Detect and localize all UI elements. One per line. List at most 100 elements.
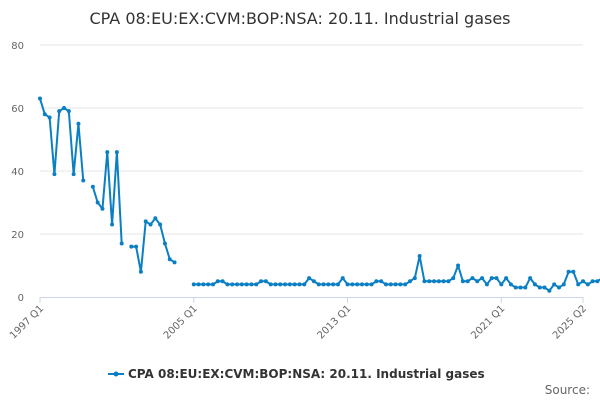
- data-point[interactable]: [225, 282, 230, 287]
- data-point[interactable]: [446, 279, 451, 284]
- data-point[interactable]: [172, 260, 177, 265]
- data-point[interactable]: [153, 216, 158, 221]
- data-point[interactable]: [412, 276, 417, 281]
- data-point[interactable]: [302, 282, 307, 287]
- data-point[interactable]: [518, 285, 523, 290]
- data-point[interactable]: [513, 285, 518, 290]
- data-point[interactable]: [220, 279, 225, 284]
- data-point[interactable]: [504, 276, 509, 281]
- data-point[interactable]: [105, 150, 110, 155]
- data-point[interactable]: [239, 282, 244, 287]
- data-point[interactable]: [201, 282, 206, 287]
- data-point[interactable]: [254, 282, 259, 287]
- data-point[interactable]: [66, 109, 71, 114]
- data-point[interactable]: [364, 282, 369, 287]
- data-point[interactable]: [95, 200, 100, 205]
- data-point[interactable]: [143, 219, 148, 224]
- data-point[interactable]: [523, 285, 528, 290]
- data-point[interactable]: [432, 279, 437, 284]
- data-point[interactable]: [191, 282, 196, 287]
- data-point[interactable]: [451, 276, 456, 281]
- data-point[interactable]: [581, 279, 585, 284]
- data-point[interactable]: [52, 172, 57, 177]
- data-point[interactable]: [38, 96, 42, 101]
- data-point[interactable]: [196, 282, 201, 287]
- data-point[interactable]: [465, 279, 470, 284]
- data-point[interactable]: [76, 121, 81, 126]
- data-point[interactable]: [321, 282, 326, 287]
- data-point[interactable]: [595, 279, 600, 284]
- data-point[interactable]: [532, 282, 537, 287]
- data-point[interactable]: [470, 276, 475, 281]
- data-point[interactable]: [307, 276, 312, 281]
- data-point[interactable]: [235, 282, 240, 287]
- data-point[interactable]: [456, 263, 461, 268]
- data-point[interactable]: [42, 112, 47, 117]
- legend[interactable]: CPA 08:EU:EX:CVM:BOP:NSA: 20.11. Industr…: [108, 367, 485, 381]
- data-point[interactable]: [576, 282, 581, 287]
- data-point[interactable]: [119, 241, 124, 246]
- data-point[interactable]: [590, 279, 595, 284]
- data-point[interactable]: [547, 288, 552, 293]
- data-point[interactable]: [489, 276, 494, 281]
- data-point[interactable]: [383, 282, 388, 287]
- data-point[interactable]: [355, 282, 360, 287]
- data-point[interactable]: [552, 282, 557, 287]
- data-point[interactable]: [369, 282, 374, 287]
- data-point[interactable]: [100, 206, 105, 211]
- data-point[interactable]: [287, 282, 292, 287]
- data-point[interactable]: [499, 282, 504, 287]
- data-point[interactable]: [206, 282, 211, 287]
- data-point[interactable]: [331, 282, 336, 287]
- data-point[interactable]: [379, 279, 384, 284]
- data-point[interactable]: [263, 279, 268, 284]
- data-point[interactable]: [210, 282, 215, 287]
- data-point[interactable]: [283, 282, 288, 287]
- data-point[interactable]: [268, 282, 273, 287]
- data-point[interactable]: [148, 222, 153, 227]
- data-point[interactable]: [244, 282, 249, 287]
- data-point[interactable]: [566, 269, 571, 274]
- data-point[interactable]: [537, 285, 542, 290]
- data-point[interactable]: [292, 282, 297, 287]
- data-point[interactable]: [508, 282, 513, 287]
- data-point[interactable]: [167, 257, 172, 262]
- data-point[interactable]: [138, 269, 143, 274]
- data-point[interactable]: [350, 282, 355, 287]
- data-point[interactable]: [259, 279, 264, 284]
- data-point[interactable]: [162, 241, 167, 246]
- data-point[interactable]: [340, 276, 345, 281]
- data-point[interactable]: [494, 276, 499, 281]
- data-point[interactable]: [249, 282, 254, 287]
- data-point[interactable]: [398, 282, 403, 287]
- data-point[interactable]: [273, 282, 278, 287]
- data-point[interactable]: [556, 285, 561, 290]
- data-point[interactable]: [441, 279, 446, 284]
- data-point[interactable]: [417, 254, 422, 259]
- data-point[interactable]: [311, 279, 316, 284]
- data-point[interactable]: [278, 282, 283, 287]
- data-point[interactable]: [585, 282, 590, 287]
- data-point[interactable]: [374, 279, 379, 284]
- data-point[interactable]: [71, 172, 76, 177]
- data-point[interactable]: [561, 282, 566, 287]
- data-point[interactable]: [62, 106, 67, 110]
- data-point[interactable]: [388, 282, 393, 287]
- data-point[interactable]: [408, 279, 413, 284]
- data-point[interactable]: [475, 279, 480, 284]
- data-point[interactable]: [158, 222, 163, 227]
- chart-credit[interactable]: Source:: [545, 383, 590, 397]
- data-point[interactable]: [345, 282, 350, 287]
- data-point[interactable]: [215, 279, 220, 284]
- data-point[interactable]: [528, 276, 533, 281]
- data-point[interactable]: [110, 222, 115, 227]
- data-point[interactable]: [571, 269, 576, 274]
- data-point[interactable]: [90, 184, 95, 189]
- data-point[interactable]: [326, 282, 331, 287]
- data-point[interactable]: [359, 282, 364, 287]
- data-point[interactable]: [316, 282, 321, 287]
- data-point[interactable]: [460, 279, 465, 284]
- data-point[interactable]: [47, 115, 52, 120]
- data-point[interactable]: [129, 244, 134, 249]
- data-point[interactable]: [480, 276, 485, 281]
